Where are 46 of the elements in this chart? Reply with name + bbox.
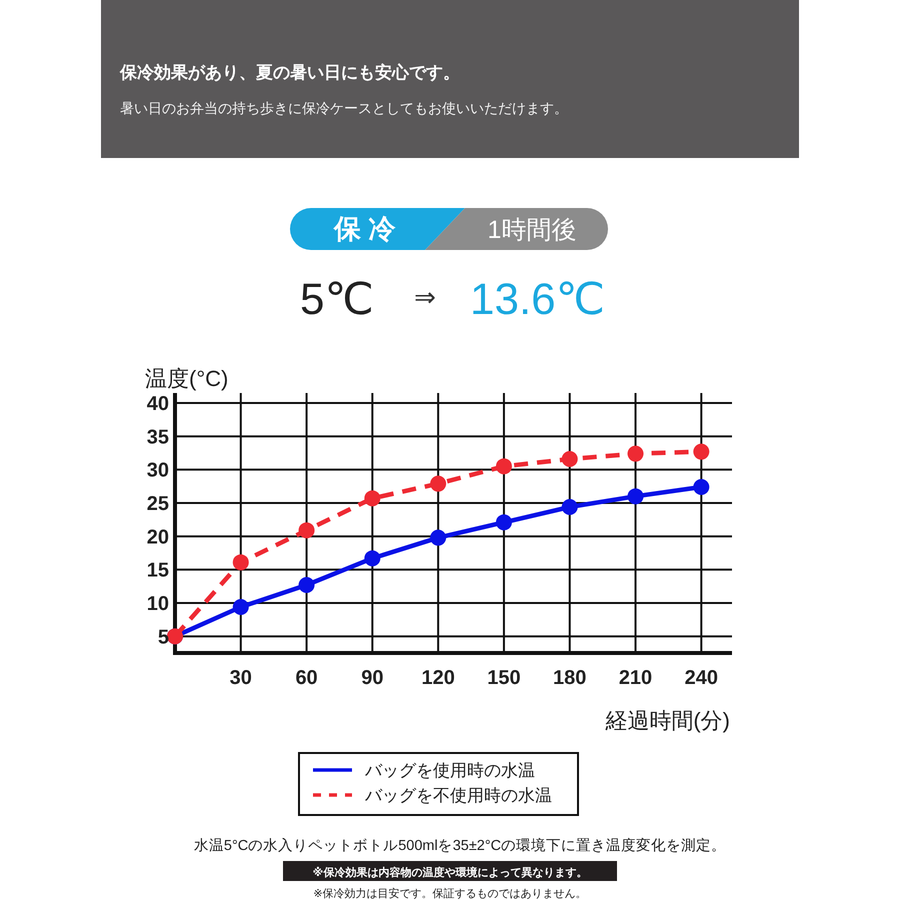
annotation: ※保冷効果は内容物の温度や環境によって異なります。 <box>283 861 617 881</box>
annotation: 保 冷 <box>334 214 396 244</box>
ytick: 10 <box>146 593 169 615</box>
point <box>496 514 512 530</box>
point <box>562 451 578 467</box>
point <box>364 490 380 506</box>
point <box>628 488 644 504</box>
ytick: 5 <box>158 626 169 648</box>
subtitle: 暑い日のお弁当の持ち歩きに保冷ケースとしてもお使いいただけます。 <box>120 100 568 116</box>
point <box>693 444 710 460</box>
ylabel: 温度(°C) <box>145 366 228 391</box>
xtick: 60 <box>295 667 318 689</box>
point <box>628 446 644 462</box>
point <box>430 476 446 492</box>
point <box>298 577 315 593</box>
annotation: 13.6℃ <box>470 275 606 324</box>
xtick: 30 <box>230 667 252 689</box>
xlabel: 経過時間(分) <box>605 708 730 733</box>
title: 保冷効果があり、夏の暑い日にも安心です。 <box>120 63 460 82</box>
xtick: 90 <box>361 667 384 689</box>
point <box>232 554 249 570</box>
annotation: 1時間後 <box>488 216 576 244</box>
xtick: 120 <box>421 667 455 689</box>
ytick: 40 <box>146 393 169 415</box>
ytick: 25 <box>146 493 169 515</box>
point <box>562 499 578 515</box>
ytick: 30 <box>146 460 169 482</box>
xtick: 150 <box>487 667 521 689</box>
point <box>364 550 380 566</box>
point <box>693 479 710 495</box>
xtick: 180 <box>553 667 586 689</box>
point <box>298 522 315 538</box>
xtick: 210 <box>618 667 652 689</box>
annotation: 5℃ <box>300 275 374 324</box>
ytick: 15 <box>146 560 169 582</box>
point <box>232 599 249 615</box>
annotation: ※保冷効力は目安です。保証するものではありません。 <box>313 888 587 900</box>
ytick: 20 <box>146 526 169 548</box>
point <box>430 530 446 546</box>
legend-label: バッグを不使用時の水温 <box>364 786 552 805</box>
ytick: 35 <box>146 426 169 448</box>
annotation: ⇒ <box>414 282 436 312</box>
annotation: 水温5°Cの水入りペットボトル500mlを35±2°Cの環境下に置き温度変化を測定。 <box>194 838 726 854</box>
xtick: 240 <box>684 667 718 689</box>
point <box>496 458 512 474</box>
legend-label: バッグを使用時の水温 <box>364 761 535 780</box>
